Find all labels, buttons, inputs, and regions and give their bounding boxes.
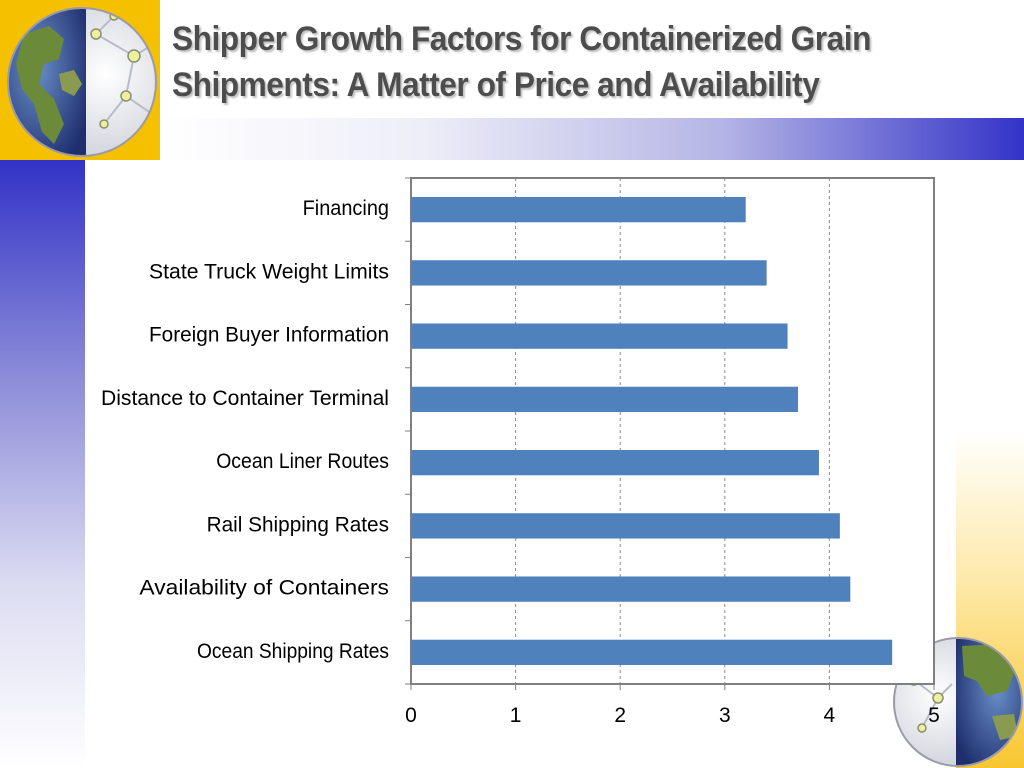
globe-network-icon (7, 7, 157, 157)
bar (411, 386, 799, 413)
bar (411, 639, 893, 666)
left-gradient-strip (0, 160, 85, 768)
category-label: Distance to Container Terminal (101, 387, 389, 410)
x-tick-label: 5 (928, 704, 940, 727)
bar (411, 196, 746, 223)
x-tick-label: 2 (614, 704, 626, 727)
category-label: Foreign Buyer Information (149, 324, 389, 347)
plot-area (411, 178, 934, 684)
category-label: State Truck Weight Limits (149, 260, 389, 283)
x-tick-label: 4 (824, 704, 836, 727)
category-label: Ocean Liner Routes (216, 450, 389, 473)
category-label: Availability of Containers (139, 577, 389, 600)
plot-border (410, 177, 935, 685)
bar (411, 260, 767, 286)
category-label: Ocean Shipping Rates (197, 640, 389, 663)
bar (411, 323, 788, 349)
bar (411, 576, 851, 602)
slide-title-line-2: Shipments: A Matter of Price and Availab… (172, 66, 820, 104)
x-tick-label: 1 (510, 704, 522, 727)
x-tick-label: 3 (719, 704, 731, 727)
bar (411, 449, 819, 476)
globe-network-icon (893, 637, 1023, 767)
slide-title-line-1: Shipper Growth Factors for Containerized… (172, 20, 871, 58)
header-gradient-band (160, 118, 1024, 160)
bar (411, 513, 840, 539)
bar-chart: Financing State Truck Weight Limits Foreig… (101, 177, 940, 727)
category-label: Financing (303, 197, 389, 220)
slide-title: Shipper Growth Factors for Containerized… (172, 16, 935, 108)
category-label: Rail Shipping Rates (207, 513, 389, 536)
x-tick-label: 0 (405, 704, 417, 727)
